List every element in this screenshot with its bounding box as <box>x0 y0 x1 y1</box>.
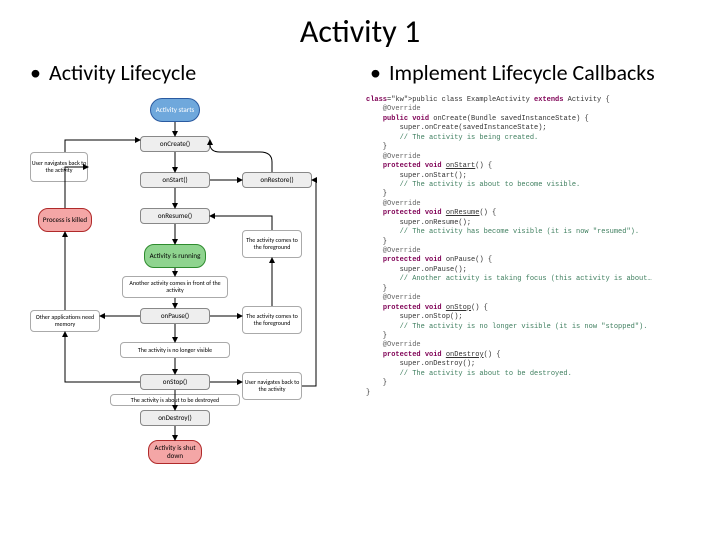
lifecycle-diagram: Activity startsonCreate()onStart()onRest… <box>20 92 350 472</box>
left-heading-text: Activity Lifecycle <box>49 59 196 86</box>
bullet-icon: • <box>30 59 44 86</box>
left-column: • Activity Lifecycle Activity startsonCr… <box>20 59 360 472</box>
bullet-icon: • <box>370 59 384 86</box>
right-heading: • Implement Lifecycle Callbacks <box>360 59 700 92</box>
slide: Activity 1 • Activity Lifecycle Activity… <box>0 0 720 540</box>
diagram-arrows <box>20 92 350 472</box>
right-heading-text: Implement Lifecycle Callbacks <box>389 59 655 86</box>
code-snippet: class="kw">public class ExampleActivity … <box>360 92 692 402</box>
left-heading: • Activity Lifecycle <box>20 59 360 92</box>
right-column: • Implement Lifecycle Callbacks class="k… <box>360 59 700 472</box>
slide-title: Activity 1 <box>0 0 720 59</box>
columns: • Activity Lifecycle Activity startsonCr… <box>0 59 720 472</box>
